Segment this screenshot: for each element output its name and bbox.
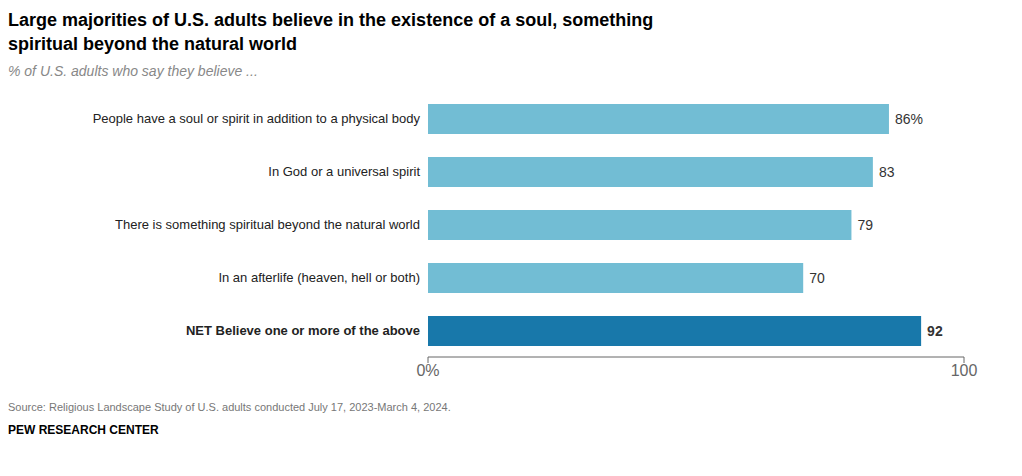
html-text:% of U.S. adults who say they: % of U.S. adults who say they believe ..… [8,63,258,79]
svg-text:In an afterlife (heaven, hell: In an afterlife (heaven, hell or both) [218,270,420,285]
svg-text:86%: 86% [895,111,923,127]
html-text:spiritual beyond the natural w: spiritual beyond the natural world [8,34,297,54]
svg-text:In God or a universal spirit: In God or a universal spirit [268,164,420,179]
svg-text:70: 70 [809,270,825,286]
svg-text:NET Believe one or more of the: NET Believe one or more of the above [186,323,420,338]
svg-text:100: 100 [951,362,978,379]
html-text:Large majorities of U.S. adult: Large majorities of U.S. adults believe … [8,10,654,30]
svg-text:83: 83 [879,164,895,180]
svg-text:People have a soul or spirit i: People have a soul or spirit in addition… [93,111,421,126]
svg-text:There is something spiritual b: There is something spiritual beyond the … [115,217,420,232]
html-text:Source: Religious Landscape St: Source: Religious Landscape Study of U.S… [8,401,451,413]
svg-text:0%: 0% [416,362,439,379]
svg-text:92: 92 [927,323,943,339]
svg-text:79: 79 [857,217,873,233]
html-text:PEW RESEARCH CENTER: PEW RESEARCH CENTER [8,423,159,437]
